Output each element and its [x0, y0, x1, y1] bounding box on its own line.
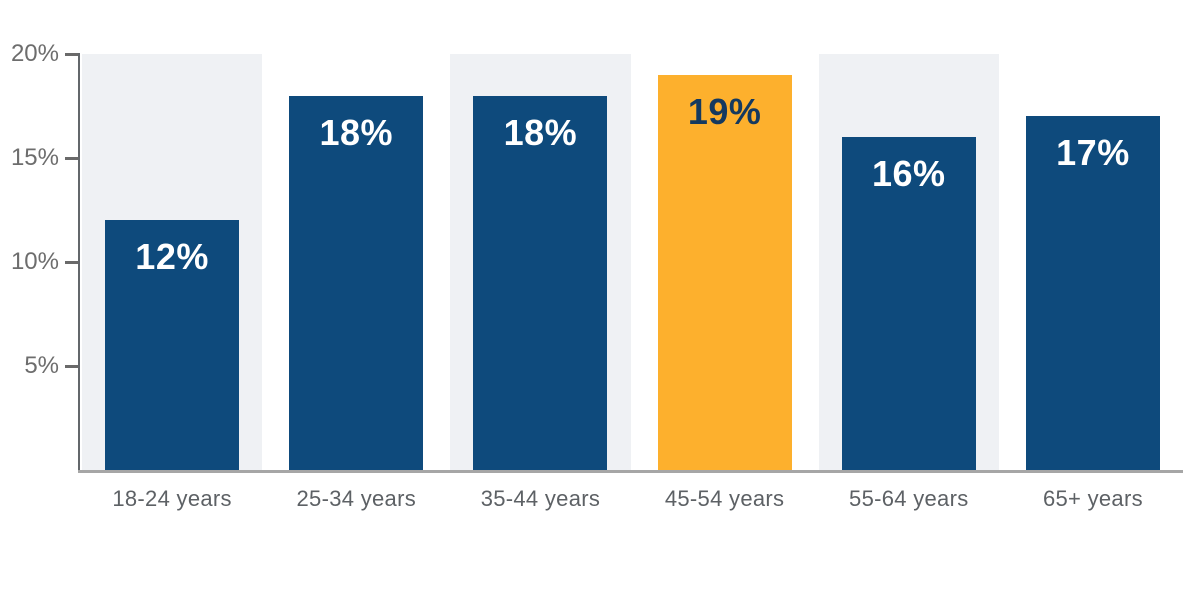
y-axis-tick: 10% [0, 249, 78, 275]
y-axis-tick-mark [65, 260, 78, 264]
x-axis-line [78, 470, 1183, 473]
y-axis-tick-label: 5% [24, 352, 59, 379]
bar-series: 12% 18% 18% 19% 16% 17% [80, 54, 1185, 470]
bar: 17% [1025, 116, 1160, 470]
y-axis-line [78, 53, 80, 472]
bar-value-label: 17% [1056, 132, 1130, 174]
bar-column: 18% [264, 54, 448, 470]
x-axis-label: 35-44 years [480, 486, 601, 511]
bar: 18% [289, 95, 424, 470]
x-axis-label: 18-24 years [112, 486, 232, 511]
bar: 12% [105, 220, 240, 470]
bar-column: 18% [448, 54, 632, 470]
bar-column: 17% [1001, 54, 1185, 470]
x-axis-label: 45-54 years [664, 486, 785, 511]
bar-value-label: 16% [871, 153, 946, 195]
x-axis-labels: 18-24 years 25-34 years 35-44 years 45-54 y… [80, 486, 1185, 512]
bar: 16% [841, 137, 976, 470]
plot-area: 12% 18% 18% 19% 16% 17% [80, 54, 1185, 470]
bar-value-label: 18% [503, 111, 578, 153]
y-axis-tick: 20% [0, 41, 78, 67]
bar: 19% [657, 74, 792, 470]
y-axis-tick-label: 20% [10, 40, 59, 67]
x-axis-label: 25-34 years [296, 486, 416, 511]
y-axis-tick: 5% [0, 353, 78, 379]
y-axis-tick-label: 15% [10, 144, 59, 171]
bar-value-label: 19% [687, 90, 762, 132]
y-axis-tick-mark [65, 52, 78, 56]
bar-value-label: 18% [319, 111, 394, 153]
bar: 18% [473, 95, 608, 470]
x-axis-label: 65+ years [1042, 486, 1143, 511]
bar-column: 19% [633, 54, 817, 470]
bar-column: 12% [80, 54, 264, 470]
y-axis-tick-mark [65, 156, 78, 160]
y-axis-tick: 15% [0, 145, 78, 171]
y-axis-tick-mark [65, 364, 78, 368]
bar-column: 16% [817, 54, 1001, 470]
y-axis-tick-label: 10% [10, 248, 59, 275]
x-axis-label: 55-64 years [849, 486, 969, 511]
bar-value-label: 12% [135, 236, 209, 278]
